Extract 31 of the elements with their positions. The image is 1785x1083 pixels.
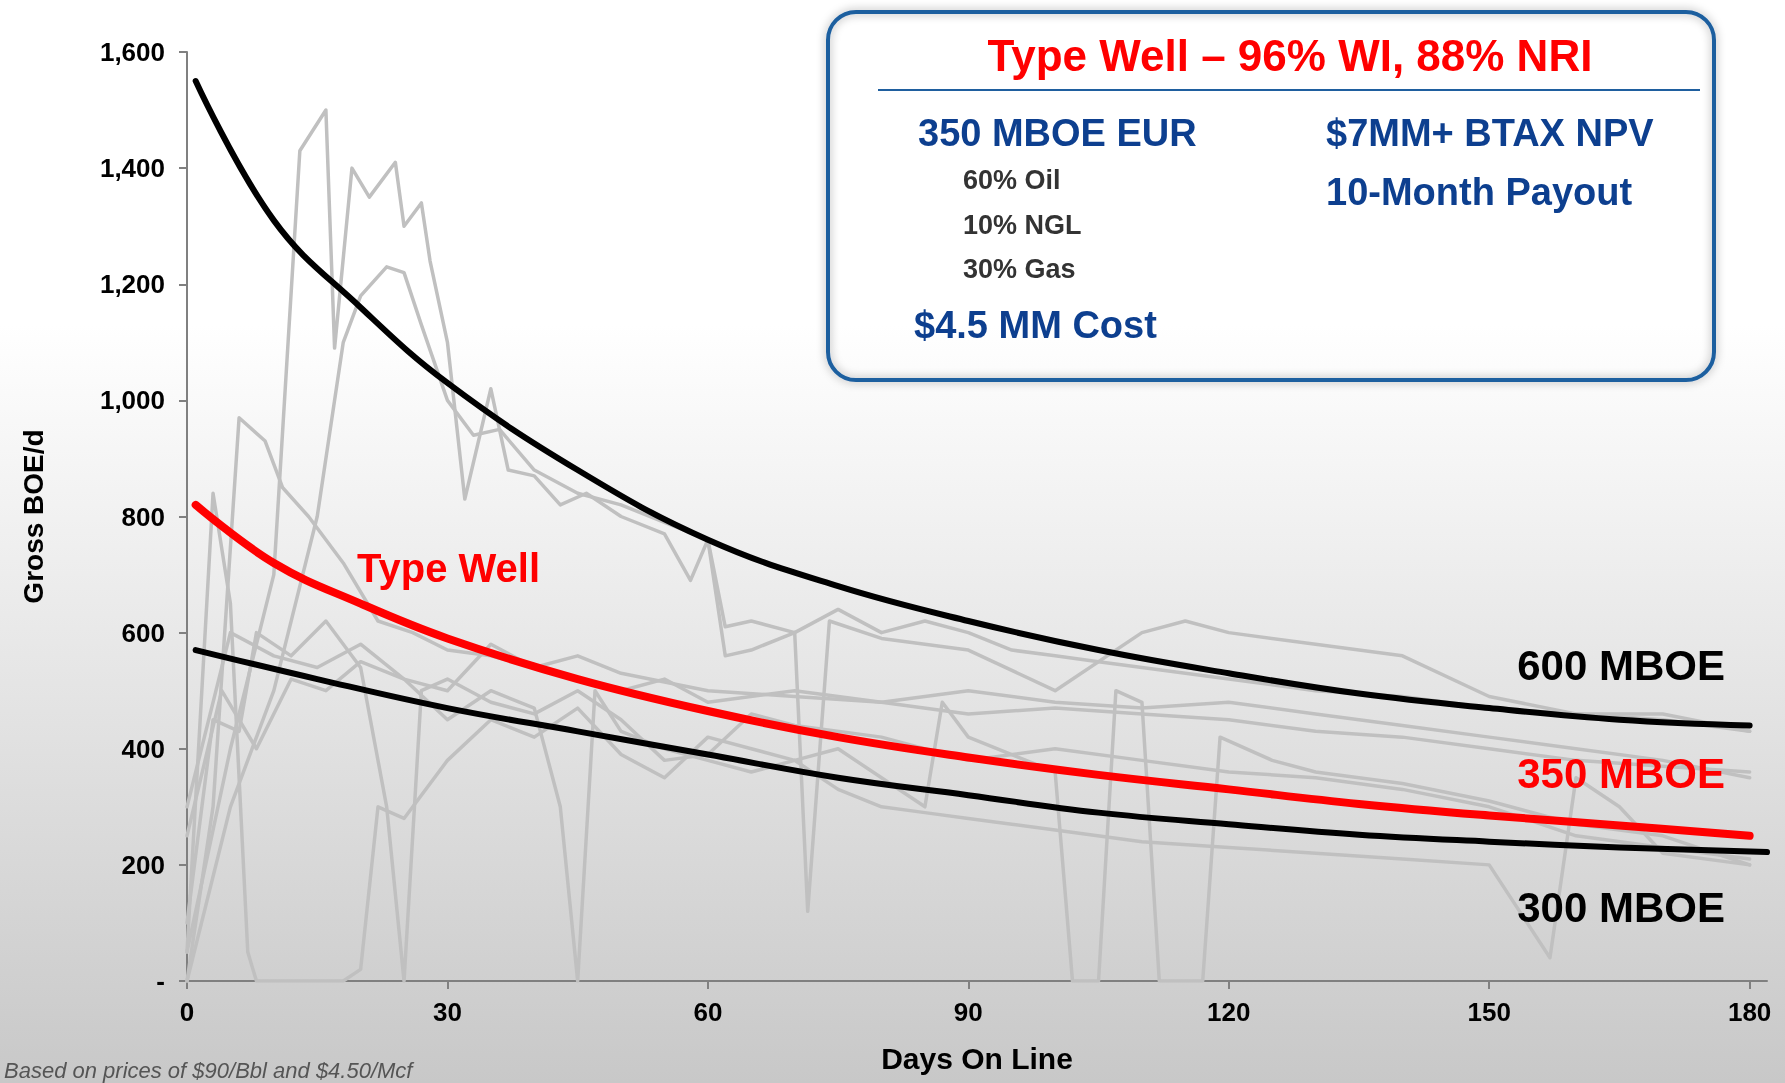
y-tick-label: 1,200 [99, 269, 165, 300]
y-tick-label: 400 [121, 733, 165, 764]
annotation: 10% NGL [963, 210, 1082, 240]
chart-title: Type Well – 96% WI, 88% NRI [987, 30, 1593, 80]
y-axis-title: Gross BOE/d [17, 429, 49, 604]
y-tick-label: 1,600 [99, 37, 165, 67]
x-tick-label: 90 [953, 997, 983, 1027]
series-label: 350 MBOE [1517, 750, 1725, 798]
x-tick-label: 120 [1207, 997, 1251, 1027]
x-tick-label: 30 [432, 997, 462, 1027]
x-tick-label: 180 [1727, 997, 1772, 1027]
annotation: 30% Gas [963, 254, 1076, 284]
x-axis-title: Days On Line [881, 1041, 1073, 1075]
series-label: 600 MBOE [1517, 642, 1725, 690]
annotation: Type Well [357, 546, 541, 590]
x-tick-label: 0 [179, 997, 195, 1027]
y-tick-label: 1,000 [99, 385, 165, 416]
annotation: 60% Oil [963, 165, 1061, 195]
annotation: 350 MBOE EUR [918, 112, 1197, 154]
y-tick-label: 800 [121, 501, 165, 532]
y-tick-label: 200 [121, 849, 165, 880]
annotation: $4.5 MM Cost [914, 304, 1158, 346]
x-tick-label: 60 [693, 997, 723, 1027]
y-tick-label: - [156, 966, 165, 996]
series-label: 300 MBOE [1517, 883, 1725, 931]
y-tick-label: 1,400 [99, 153, 165, 184]
annotation: 10-Month Payout [1326, 171, 1633, 213]
annotation: $7MM+ BTAX NPV [1326, 112, 1655, 154]
text: Based on prices of $90/Bbl and $4.50/Mcf [4, 1057, 416, 1083]
x-tick-label: 150 [1467, 997, 1511, 1027]
y-tick-label: 600 [121, 617, 165, 648]
